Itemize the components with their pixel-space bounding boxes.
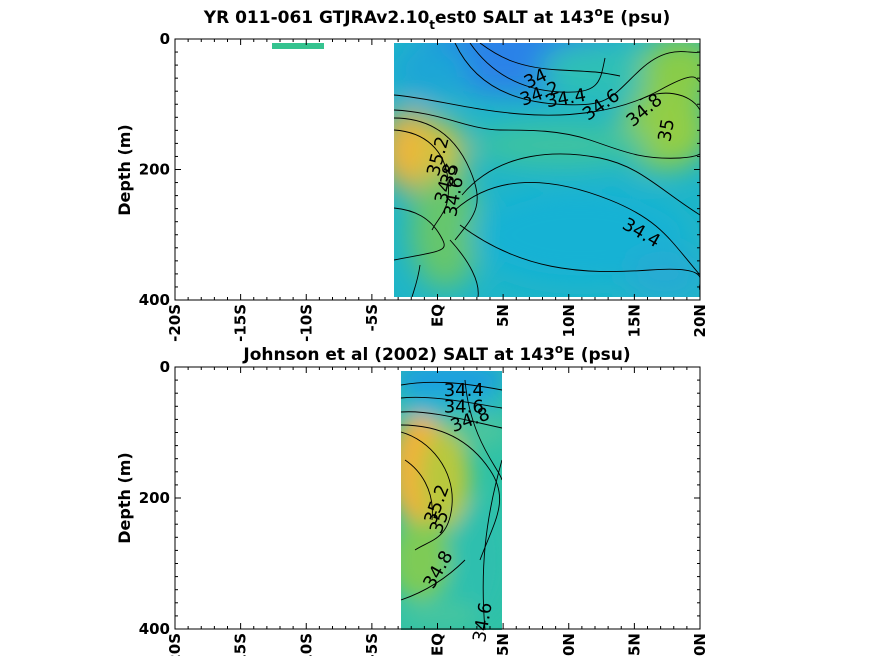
y-tick-label: 0: [160, 30, 170, 48]
top-ticks: [174, 38, 701, 301]
bottom-contour-line: [401, 381, 502, 391]
bottom-title: Johnson et al (2002) SALT at 143oE (psu): [242, 342, 630, 365]
contour-label: 34.4: [444, 380, 484, 401]
bottom-contour-line: [401, 431, 453, 551]
y-tick-label: 0: [160, 358, 170, 376]
bottom-contour-line: [401, 396, 502, 409]
x-tick-label: -10S: [297, 304, 315, 342]
top-contour-line: [461, 153, 700, 216]
top-salinity-field: [394, 43, 700, 297]
x-tick-label: 5N: [494, 304, 512, 327]
x-tick-label: 15N: [625, 633, 643, 656]
x-tick-label: -10S: [297, 633, 315, 656]
top-contour-line: [394, 76, 700, 116]
x-tick-label: -20S: [166, 304, 184, 342]
x-tick-label: 20N: [691, 304, 709, 337]
x-tick-label: 5N: [494, 633, 512, 656]
x-tick-label: EQ: [429, 304, 447, 327]
top-isolated-patch: [272, 43, 324, 49]
bottom-x-tick-labels: -20S -15S -10S -5S EQ 5N 10N 15N 20N: [166, 633, 709, 656]
bottom-contour-line: [401, 424, 501, 561]
top-y-axis-label: Depth (m): [115, 124, 134, 216]
bottom-contour-line: [401, 411, 502, 429]
bottom-y-axis-label: Depth (m): [115, 452, 134, 544]
top-contour-line: [454, 182, 700, 276]
y-tick-label: 400: [139, 620, 170, 638]
x-tick-label: -20S: [166, 633, 184, 656]
bottom-ticks: [174, 366, 701, 630]
bottom-contour-line: [404, 459, 433, 521]
top-contour-line: [469, 43, 606, 93]
y-tick-label: 200: [139, 489, 170, 507]
x-tick-label: 15N: [625, 304, 643, 337]
bottom-contour-line: [401, 559, 466, 601]
top-x-tick-labels: -20S -15S -10S -5S EQ 5N 10N 15N 20N: [166, 304, 709, 342]
y-tick-label: 400: [139, 291, 170, 309]
top-contour-line: [394, 207, 445, 261]
top-contour-line: [394, 117, 478, 241]
x-tick-label: 10N: [560, 633, 578, 656]
top-contour-line: [411, 264, 421, 297]
contour-label: 35: [654, 117, 679, 143]
x-tick-label: 10N: [560, 304, 578, 337]
bottom-y-tick-labels: 0 200 400: [139, 358, 170, 638]
top-panel: YR 011-061 GTJRAv2.10test0 SALT at 143oE…: [115, 5, 709, 342]
top-y-tick-labels: 0 200 400: [139, 30, 170, 309]
x-tick-label: -5S: [363, 633, 381, 656]
bottom-salinity-field: [401, 371, 502, 630]
bottom-contour-line: [482, 459, 502, 630]
top-contour-line: [479, 43, 621, 77]
top-contour-line: [449, 239, 479, 297]
x-tick-label: 20N: [691, 633, 709, 656]
top-contour-line: [459, 224, 700, 291]
top-contour-line: [394, 92, 700, 159]
x-tick-label: EQ: [429, 633, 447, 656]
bottom-contours: [401, 379, 502, 630]
bottom-panel: Johnson et al (2002) SALT at 143oE (psu)…: [115, 342, 709, 656]
contour-label: 34.6: [444, 397, 484, 418]
x-tick-label: -15S: [232, 304, 250, 342]
top-contour-line: [454, 43, 700, 106]
top-title: YR 011-061 GTJRAv2.10test0 SALT at 143oE…: [203, 5, 670, 32]
x-tick-label: -15S: [232, 633, 250, 656]
top-contours: [394, 43, 700, 297]
y-tick-label: 200: [139, 161, 170, 179]
bottom-contour-line: [464, 379, 502, 481]
x-tick-label: -5S: [363, 304, 381, 331]
top-contour-line: [394, 129, 449, 231]
